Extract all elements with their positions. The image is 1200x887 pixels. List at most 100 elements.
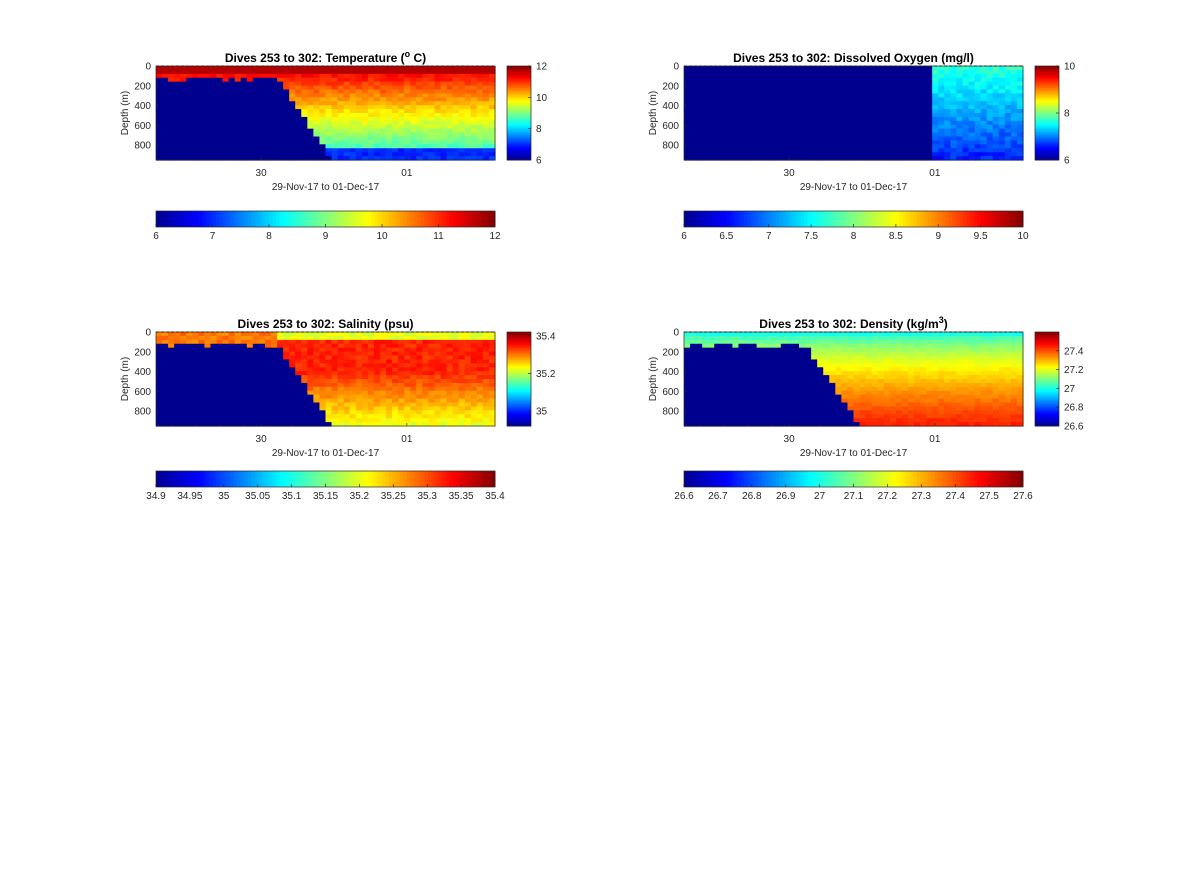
heatmap-cell: [252, 355, 260, 361]
heatmap-cell: [246, 379, 254, 384]
colorbar-step: [821, 211, 826, 227]
heatmap-cell: [252, 93, 260, 98]
heatmap-cell: [258, 363, 266, 368]
heatmap-cell: [446, 379, 454, 384]
heatmap-cell: [186, 89, 193, 95]
heatmap-cell: [379, 398, 387, 404]
heatmap-cell: [859, 73, 867, 79]
heatmap-cell: [980, 77, 988, 83]
heatmap-cell: [889, 116, 897, 122]
heatmap-cell: [264, 69, 272, 75]
heatmap-cell: [889, 77, 897, 83]
heatmap-cell: [204, 355, 212, 361]
heatmap-cell: [914, 132, 921, 138]
heatmap-cell: [464, 120, 472, 126]
heatmap-cell: [398, 69, 405, 75]
heatmap-cell: [156, 402, 163, 408]
heatmap-cell: [319, 73, 327, 79]
heatmap-cell: [373, 116, 381, 122]
heatmap-cell: [404, 355, 411, 361]
heatmap-cell: [440, 81, 448, 87]
heatmap-cell: [720, 136, 727, 142]
heatmap-cell: [198, 66, 206, 71]
heatmap-cell: [319, 124, 327, 130]
colorbar-step: [1035, 114, 1059, 117]
heatmap-cell: [252, 109, 260, 114]
heatmap-cell: [702, 148, 709, 153]
heatmap-cell: [264, 379, 272, 384]
heatmap-cell: [398, 116, 405, 122]
heatmap-cell: [829, 81, 836, 87]
heatmap-cell: [301, 355, 308, 361]
heatmap-cell: [865, 109, 873, 114]
heatmap-cell: [1016, 77, 1024, 83]
heatmap-cell: [404, 359, 411, 364]
heatmap-cell: [246, 332, 254, 337]
heatmap-cell: [998, 128, 1006, 134]
heatmap-cell: [732, 116, 740, 122]
heatmap-cell: [488, 81, 496, 87]
heatmap-cell: [228, 398, 236, 404]
heatmap-cell: [799, 69, 806, 75]
colorbar-step: [473, 211, 478, 227]
heatmap-cell: [252, 402, 260, 408]
heatmap-cell: [210, 390, 218, 396]
heatmap-cell: [410, 375, 417, 380]
colorbar-step: [881, 211, 886, 227]
heatmap-cell: [847, 93, 855, 98]
colorbar-step: [507, 379, 531, 381]
heatmap-cell: [277, 375, 284, 380]
heatmap-cell: [361, 367, 369, 372]
heatmap-cell: [738, 422, 746, 427]
heatmap-cell: [246, 144, 254, 149]
heatmap-cell: [222, 402, 230, 408]
colorbar-step: [318, 471, 323, 487]
heatmap-cell: [974, 140, 982, 145]
heatmap-cell: [708, 89, 715, 95]
heatmap-cell: [440, 109, 448, 114]
heatmap-cell: [410, 398, 417, 404]
heatmap-cell: [992, 97, 1000, 102]
heatmap-cell: [379, 339, 387, 345]
heatmap-cell: [198, 132, 206, 138]
heatmap-cell: [252, 351, 260, 357]
heatmap-cell: [1010, 109, 1018, 114]
x-tick-label: 01: [401, 168, 413, 179]
heatmap-cell: [841, 148, 849, 153]
colorbar-step: [339, 211, 344, 227]
heatmap-cell: [980, 128, 988, 134]
colorbar-tick-label: 7.5: [804, 231, 818, 242]
colorbar-step: [1035, 74, 1059, 77]
heatmap-cell: [373, 136, 381, 142]
colorbar-step: [166, 211, 171, 227]
colorbar-step: [507, 403, 531, 406]
heatmap-cell: [732, 375, 740, 380]
heatmap-cell: [422, 69, 430, 75]
heatmap-cell: [792, 69, 800, 75]
heatmap-cell: [986, 128, 994, 134]
heatmap-cell: [386, 367, 393, 372]
heatmap-cell: [416, 379, 423, 384]
heatmap-cell: [726, 332, 734, 337]
heatmap-cell: [446, 128, 454, 134]
heatmap-cell: [488, 363, 496, 368]
heatmap-cell: [835, 66, 842, 71]
heatmap-cell: [452, 144, 460, 149]
heatmap-cell: [1016, 152, 1024, 157]
heatmap-cell: [258, 101, 266, 106]
heatmap-cell: [355, 367, 363, 372]
colorbar-step: [396, 211, 401, 227]
heatmap-cell: [726, 414, 734, 419]
heatmap-cell: [744, 418, 752, 423]
heatmap-cell: [434, 124, 442, 130]
heatmap-cell: [932, 85, 939, 91]
heatmap-cell: [289, 136, 296, 142]
colorbar-step: [357, 471, 362, 487]
heatmap-cell: [271, 335, 278, 341]
heatmap-cell: [440, 386, 448, 392]
heatmap-cell: [422, 136, 430, 142]
heatmap-cell: [938, 85, 945, 91]
heatmap-cell: [956, 109, 964, 114]
heatmap-cell: [386, 116, 393, 122]
